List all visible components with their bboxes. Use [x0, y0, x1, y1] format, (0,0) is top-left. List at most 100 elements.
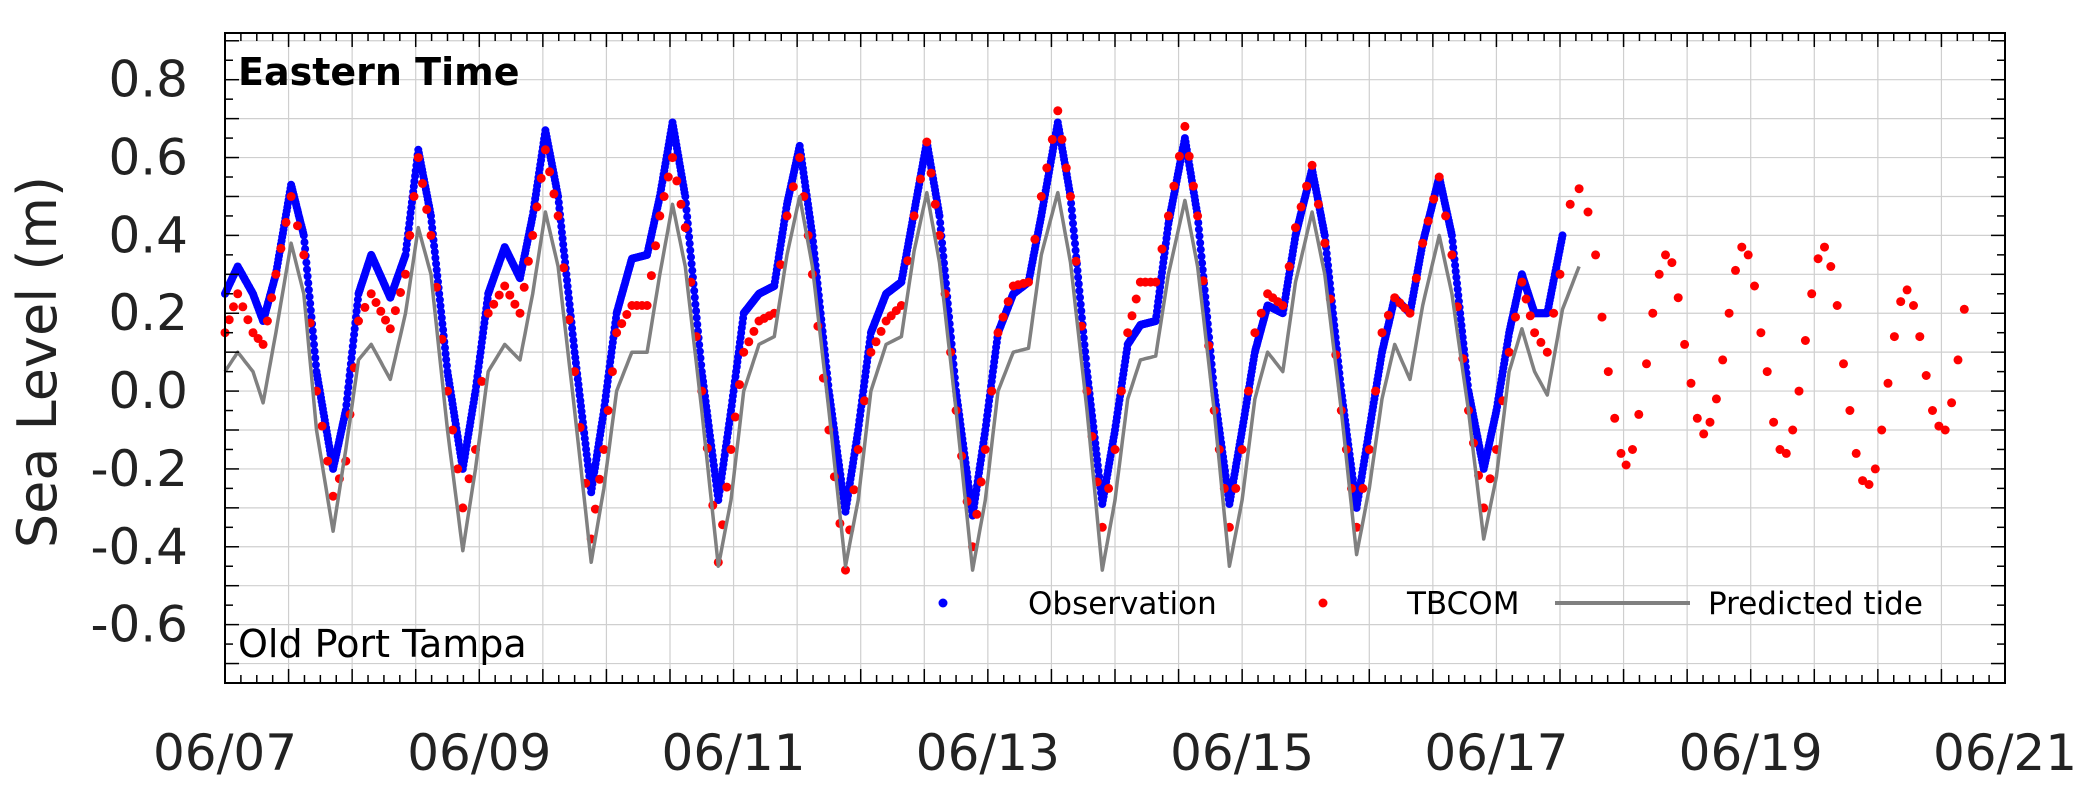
y-tick-label: 0.0 — [108, 362, 188, 420]
tbcom-point — [1940, 425, 1950, 435]
tbcom-point — [1549, 308, 1559, 318]
observation-point — [308, 326, 317, 335]
observation-point — [1453, 285, 1462, 294]
tbcom-point — [1864, 480, 1874, 489]
tbcom-point — [366, 289, 376, 299]
tbcom-point — [1296, 202, 1306, 212]
y-axis-label: Sea Level (m) — [6, 176, 69, 548]
tbcom-point — [617, 319, 627, 329]
tbcom-point — [739, 347, 749, 357]
tbcom-point — [1686, 378, 1696, 388]
observation-point — [430, 247, 439, 256]
observation-point — [1449, 243, 1458, 252]
observation-point — [344, 383, 353, 392]
observation-point — [941, 279, 950, 288]
observation-point — [563, 282, 572, 291]
tbcom-point — [549, 189, 559, 199]
observation-point — [1073, 266, 1082, 275]
tbcom-point — [1692, 413, 1702, 423]
tbcom-point — [1180, 121, 1190, 131]
tbcom-point — [515, 308, 525, 318]
observation-point — [559, 240, 568, 249]
tbcom-point — [1418, 238, 1428, 248]
observation-point — [1196, 238, 1205, 247]
tbcom-point — [1762, 367, 1772, 377]
tbcom-point — [258, 339, 268, 349]
observation-point — [1074, 280, 1083, 288]
tbcom-point — [607, 367, 617, 377]
observation-point — [1079, 333, 1088, 342]
x-tick-label: 06/21 — [1933, 724, 2077, 782]
legend-tbcom-label: TBCOM — [1406, 586, 1519, 622]
observation-point — [683, 212, 692, 221]
observation-point — [1194, 225, 1203, 234]
tbcom-point — [271, 269, 281, 279]
tbcom-point — [676, 199, 686, 209]
tbcom-point — [1711, 394, 1721, 404]
observation-point — [303, 272, 312, 281]
tbcom-point — [1769, 417, 1779, 427]
observation-point — [1324, 261, 1332, 270]
tbcom-point — [1928, 406, 1937, 415]
observation-point — [1447, 231, 1456, 240]
tbcom-point — [500, 281, 510, 291]
observation-point — [566, 306, 575, 315]
observation-point — [569, 336, 578, 345]
tbcom-point — [1750, 281, 1759, 291]
tbcom-point — [396, 288, 405, 297]
observation-point — [311, 354, 320, 362]
tbcom-point — [1699, 429, 1709, 439]
observation-point — [1454, 291, 1463, 300]
tbcom-point — [1157, 244, 1167, 254]
tbcom-point — [494, 290, 504, 300]
observation-point — [557, 222, 566, 231]
tbcom-point — [1896, 297, 1906, 307]
tbcom-point — [1188, 181, 1198, 191]
tbcom-point — [603, 406, 613, 415]
tbcom-point — [1731, 265, 1740, 275]
tbcom-point — [1307, 160, 1317, 170]
observation-point — [682, 205, 691, 214]
observation-point — [558, 234, 567, 243]
tbcom-point — [1193, 211, 1203, 221]
tbcom-point — [540, 145, 550, 155]
tbcom-point — [853, 445, 863, 454]
tbcom-point — [238, 302, 248, 312]
tbcom-point — [1667, 258, 1677, 268]
legend-observation-label: Observation — [1028, 586, 1217, 622]
tbcom-point — [1256, 308, 1266, 318]
observation-point — [939, 252, 948, 261]
tbcom-point — [376, 306, 386, 316]
observation-point — [439, 325, 448, 334]
tbcom-point — [1634, 409, 1644, 419]
observation-point — [428, 223, 437, 232]
tbcom-point — [1883, 378, 1893, 388]
tbcom-point — [483, 308, 493, 318]
tbcom-point — [323, 456, 333, 466]
observation-point — [306, 306, 315, 315]
x-tick-label: 06/07 — [153, 724, 297, 782]
tbcom-point — [1597, 312, 1607, 322]
tbcom-point — [1555, 269, 1565, 279]
series-tbcom — [220, 106, 1969, 575]
tbcom-point — [1320, 238, 1330, 248]
tbcom-point — [519, 282, 529, 292]
tbcom-point — [1877, 425, 1887, 435]
observation-point — [427, 211, 435, 220]
tbcom-point — [1705, 417, 1715, 427]
observation-point — [1071, 246, 1080, 255]
observation-point — [427, 217, 436, 226]
tbcom-point — [293, 221, 302, 231]
tbcom-point — [1278, 301, 1288, 310]
y-tick-label: -0.6 — [90, 596, 188, 654]
observation-point — [432, 259, 441, 268]
tbcom-point — [401, 269, 410, 279]
tbcom-point — [532, 202, 542, 212]
observation-point — [688, 266, 697, 275]
tbcom-point — [253, 334, 263, 343]
observation-point — [1075, 286, 1084, 295]
observation-point — [1195, 232, 1204, 241]
x-tick-label: 06/15 — [1170, 724, 1314, 782]
tbcom-point — [1642, 359, 1651, 369]
observation-point — [1451, 261, 1460, 270]
